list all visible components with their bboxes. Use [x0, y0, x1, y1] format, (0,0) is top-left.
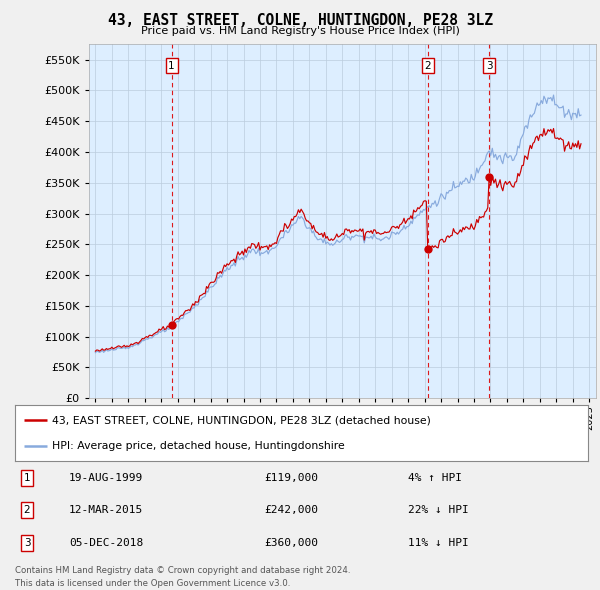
Text: 43, EAST STREET, COLNE, HUNTINGDON, PE28 3LZ (detached house): 43, EAST STREET, COLNE, HUNTINGDON, PE28… [52, 415, 431, 425]
Text: 19-AUG-1999: 19-AUG-1999 [69, 473, 143, 483]
Text: Contains HM Land Registry data © Crown copyright and database right 2024.: Contains HM Land Registry data © Crown c… [15, 566, 350, 575]
Text: 3: 3 [486, 61, 493, 71]
Text: HPI: Average price, detached house, Huntingdonshire: HPI: Average price, detached house, Hunt… [52, 441, 345, 451]
Text: This data is licensed under the Open Government Licence v3.0.: This data is licensed under the Open Gov… [15, 579, 290, 588]
Text: 2: 2 [424, 61, 431, 71]
Text: 3: 3 [23, 538, 31, 548]
Text: 12-MAR-2015: 12-MAR-2015 [69, 506, 143, 515]
Text: £119,000: £119,000 [264, 473, 318, 483]
Text: 43, EAST STREET, COLNE, HUNTINGDON, PE28 3LZ: 43, EAST STREET, COLNE, HUNTINGDON, PE28… [107, 13, 493, 28]
Text: 1: 1 [23, 473, 31, 483]
Text: Price paid vs. HM Land Registry's House Price Index (HPI): Price paid vs. HM Land Registry's House … [140, 26, 460, 36]
Text: £242,000: £242,000 [264, 506, 318, 515]
Text: 1: 1 [168, 61, 175, 71]
Text: £360,000: £360,000 [264, 538, 318, 548]
Text: 4% ↑ HPI: 4% ↑ HPI [408, 473, 462, 483]
Text: 2: 2 [23, 506, 31, 515]
Text: 22% ↓ HPI: 22% ↓ HPI [408, 506, 469, 515]
Text: 11% ↓ HPI: 11% ↓ HPI [408, 538, 469, 548]
Text: 05-DEC-2018: 05-DEC-2018 [69, 538, 143, 548]
